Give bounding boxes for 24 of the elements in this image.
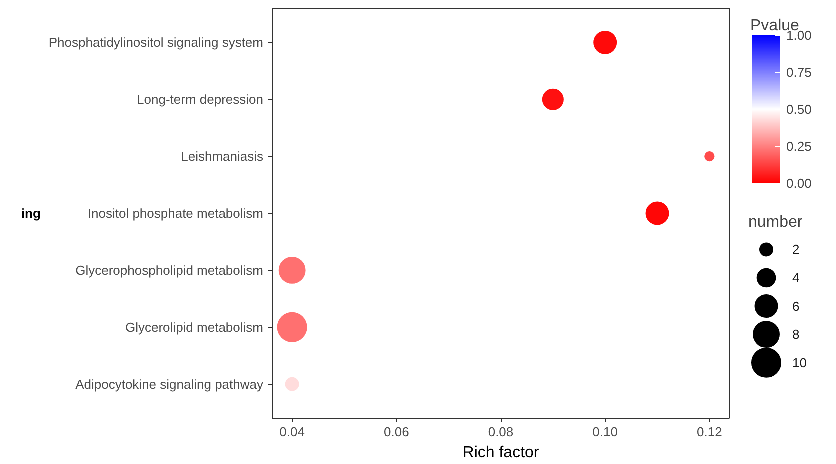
x-tick-label: 0.10 <box>592 424 618 440</box>
x-tick-label: 0.04 <box>280 424 305 440</box>
x-tick-label: 0.08 <box>488 424 514 440</box>
y-tick-label: Glycerolipid metabolism <box>126 320 264 335</box>
legend-label: 8 <box>792 327 800 342</box>
legend-title: number <box>748 214 804 231</box>
y-tick-label: Phosphatidylinositol signaling system <box>48 35 264 50</box>
x-axis-title: Rich factor <box>462 444 540 462</box>
y-tick-label: Glycerophospholipid metabolism <box>76 262 264 278</box>
y-tick-label: Adipocytokine signaling pathway <box>76 376 264 392</box>
y-tick-label: Leishmaniasis <box>181 149 264 164</box>
y-tick-label: Inositol phosphate metabolism <box>88 206 264 221</box>
color-bar-label: 0.50 <box>786 102 812 117</box>
legend-label: 10 <box>792 355 807 370</box>
y-tick-label: Long-term depression <box>137 92 264 108</box>
y-axis-title: ing <box>21 206 41 221</box>
x-tick-label: 0.12 <box>697 424 722 440</box>
color-bar-label: 0.25 <box>786 139 812 154</box>
color-bar-label: 0.75 <box>786 65 812 80</box>
legend-label: 6 <box>792 298 800 314</box>
x-tick-label: 0.06 <box>384 424 410 440</box>
legend-label: 4 <box>792 270 800 286</box>
legend-label: 2 <box>792 242 800 258</box>
color-bar-label: 0.00 <box>786 176 812 191</box>
